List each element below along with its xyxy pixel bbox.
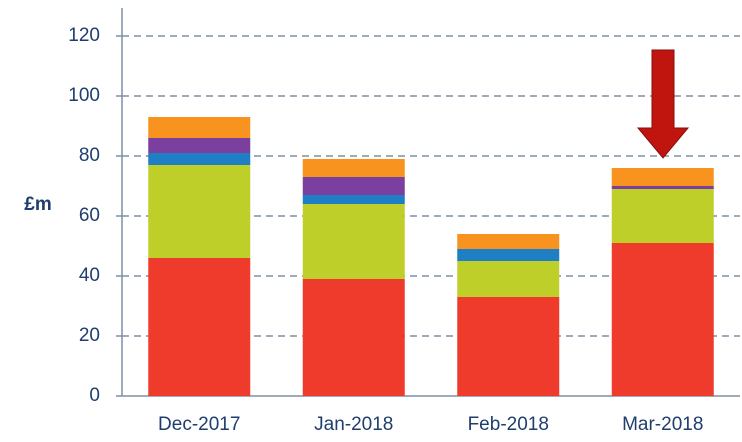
bar-segment [457, 261, 560, 297]
x-tick-label: Dec-2017 [158, 414, 240, 435]
bar-segment [148, 117, 251, 138]
y-tick-label: 100 [68, 85, 100, 106]
bar-segment [611, 186, 714, 189]
bar-segment [148, 153, 251, 165]
bar-segment [148, 138, 251, 153]
y-tick-label: 80 [79, 145, 100, 166]
bar-segment [148, 165, 251, 258]
bar-segment [457, 297, 560, 396]
bar-segment [148, 258, 251, 396]
bar-segment [302, 279, 405, 396]
bar-segment [457, 234, 560, 249]
x-tick-label: Feb-2018 [468, 414, 549, 435]
bar-segment [611, 189, 714, 243]
bar-segment [302, 204, 405, 279]
bar-segment [302, 159, 405, 177]
y-tick-label: 20 [79, 325, 100, 346]
bar-segment [457, 249, 560, 261]
bar-segment [302, 195, 405, 204]
y-axis-label: £m [24, 194, 51, 215]
x-tick-label: Jan-2018 [314, 414, 393, 435]
bar-segment [611, 168, 714, 186]
bar-segment [611, 243, 714, 396]
y-tick-label: 60 [79, 205, 100, 226]
y-tick-label: 120 [68, 25, 100, 46]
y-tick-label: 40 [79, 265, 100, 286]
arrow [636, 49, 690, 159]
x-tick-label: Mar-2018 [622, 414, 703, 435]
plot: 0 20 40 60 80 100 120 Dec-2017 Jan-2018 Feb-2018 M… [68, 25, 740, 435]
y-tick-label: 0 [89, 385, 100, 406]
bar-segment [302, 177, 405, 195]
